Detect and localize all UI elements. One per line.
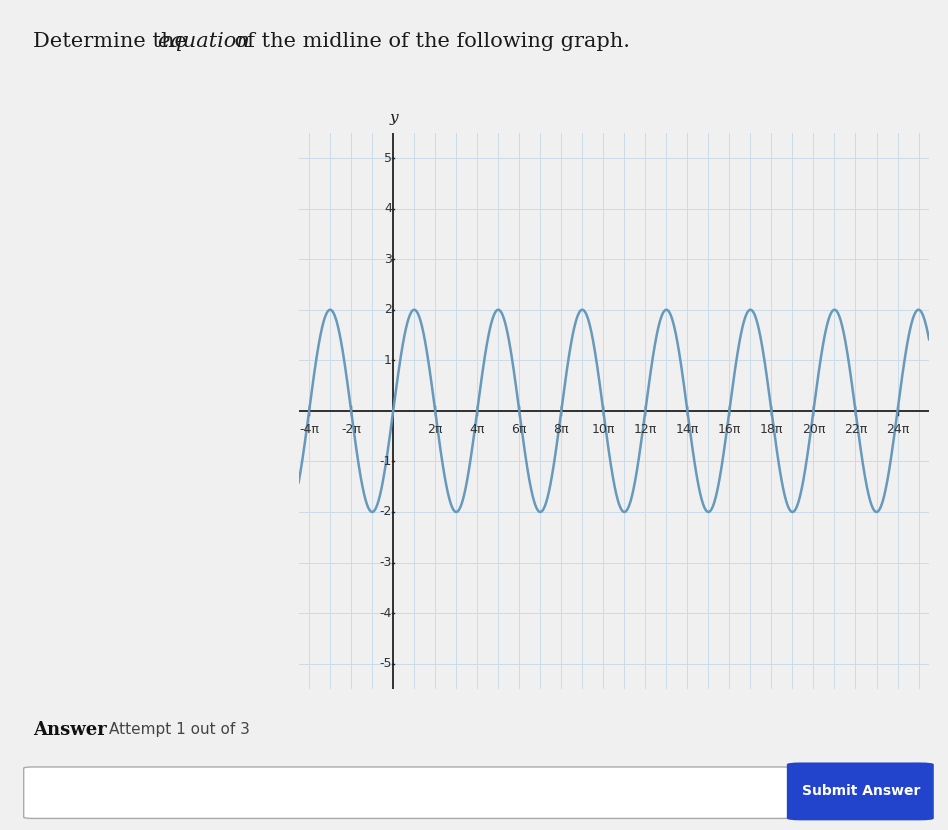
Text: 8π: 8π bbox=[554, 423, 569, 437]
Text: 5: 5 bbox=[384, 152, 392, 164]
Text: 4: 4 bbox=[384, 203, 392, 215]
Text: 22π: 22π bbox=[844, 423, 867, 437]
Text: 2π: 2π bbox=[428, 423, 443, 437]
Text: 24π: 24π bbox=[885, 423, 909, 437]
Text: 18π: 18π bbox=[759, 423, 783, 437]
Text: 4π: 4π bbox=[469, 423, 485, 437]
Text: -3: -3 bbox=[379, 556, 392, 569]
Text: 1: 1 bbox=[384, 354, 392, 367]
Text: -2π: -2π bbox=[341, 423, 361, 437]
FancyBboxPatch shape bbox=[24, 767, 792, 818]
Text: 12π: 12π bbox=[633, 423, 657, 437]
Text: 14π: 14π bbox=[676, 423, 699, 437]
Text: equation: equation bbox=[157, 32, 250, 51]
FancyBboxPatch shape bbox=[787, 763, 934, 820]
Text: Attempt 1 out of 3: Attempt 1 out of 3 bbox=[109, 722, 250, 737]
Text: Submit Answer: Submit Answer bbox=[802, 784, 920, 798]
Text: 3: 3 bbox=[384, 252, 392, 266]
Text: -2: -2 bbox=[379, 505, 392, 519]
Text: -1: -1 bbox=[379, 455, 392, 468]
Text: -5: -5 bbox=[379, 657, 392, 670]
Text: -4π: -4π bbox=[300, 423, 319, 437]
Text: 10π: 10π bbox=[592, 423, 615, 437]
Text: 6π: 6π bbox=[512, 423, 527, 437]
Text: 20π: 20π bbox=[802, 423, 825, 437]
Text: of the midline of the following graph.: of the midline of the following graph. bbox=[228, 32, 629, 51]
Text: y: y bbox=[390, 111, 398, 125]
Text: 2: 2 bbox=[384, 303, 392, 316]
Bar bbox=[935, 400, 937, 422]
Text: Answer: Answer bbox=[33, 720, 107, 739]
Text: 16π: 16π bbox=[718, 423, 741, 437]
Text: Determine the: Determine the bbox=[33, 32, 193, 51]
Text: -4: -4 bbox=[379, 607, 392, 619]
